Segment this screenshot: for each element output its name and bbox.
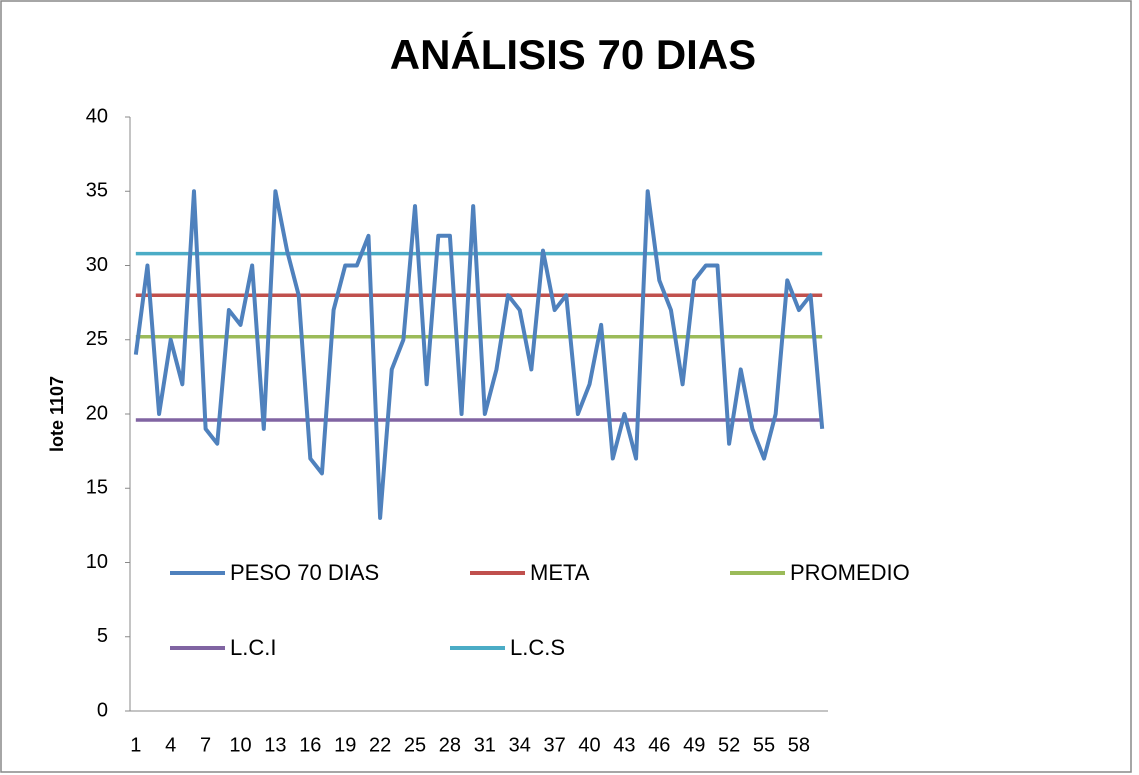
y-tick-label: 30 (86, 254, 108, 276)
series-line (133, 189, 825, 520)
x-tick-label: 13 (264, 734, 286, 756)
chart-title: ANÁLISIS 70 DIAS (390, 31, 756, 78)
y-tick-label: 20 (86, 402, 108, 424)
x-tick-label: 40 (578, 734, 600, 756)
x-tick-label: 16 (299, 734, 321, 756)
y-tick-label: 25 (86, 328, 108, 350)
y-tick-label: 15 (86, 477, 108, 499)
y-tick-label: 5 (97, 625, 108, 647)
legend-label: L.C.I (230, 635, 276, 660)
x-tick-label: 22 (369, 734, 391, 756)
x-tick-label: 49 (683, 734, 705, 756)
x-tick-label: 1 (130, 734, 141, 756)
legend-label: PROMEDIO (790, 560, 910, 585)
y-tick-label: 10 (86, 551, 108, 573)
x-tick-label: 55 (753, 734, 775, 756)
x-tick-label: 10 (229, 734, 251, 756)
x-tick-label: 58 (788, 734, 810, 756)
y-tick-label: 35 (86, 180, 108, 202)
legend-label: PESO 70 DIAS (230, 560, 379, 585)
x-tick-label: 37 (543, 734, 565, 756)
y-tick-label: 40 (86, 105, 108, 127)
x-tick-label: 28 (439, 734, 461, 756)
x-tick-label: 19 (334, 734, 356, 756)
x-tick-label: 7 (200, 734, 211, 756)
x-tick-label: 52 (718, 734, 740, 756)
x-tick-label: 4 (165, 734, 176, 756)
y-tick-label: 0 (97, 699, 108, 721)
y-axis-label: lote 1107 (47, 376, 67, 452)
x-tick-label: 43 (613, 734, 635, 756)
x-tick-label: 25 (404, 734, 426, 756)
x-tick-label: 46 (648, 734, 670, 756)
legend-label: META (530, 560, 590, 585)
x-tick-label: 31 (474, 734, 496, 756)
x-tick-label: 34 (509, 734, 531, 756)
legend-label: L.C.S (510, 635, 565, 660)
